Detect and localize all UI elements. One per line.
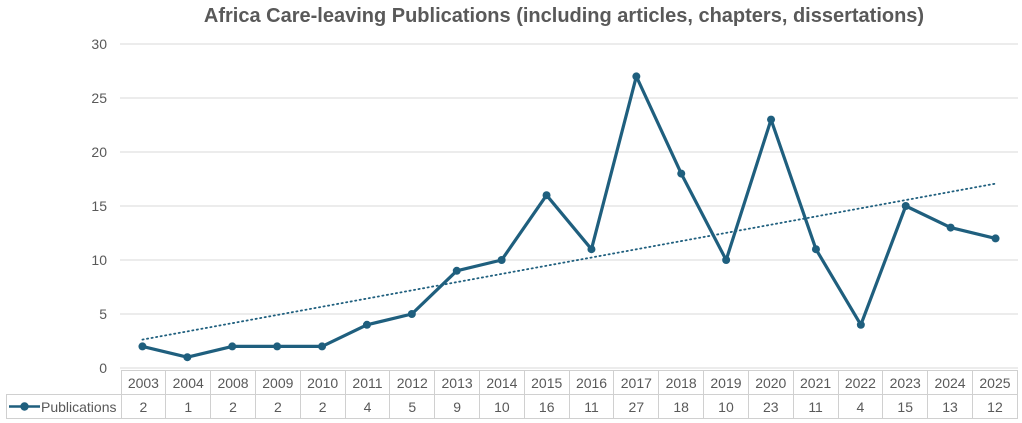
- y-axis-tick-label: 0: [99, 360, 107, 376]
- chart-title: Africa Care-leaving Publications (includ…: [203, 5, 925, 27]
- y-axis-tick-label: 30: [91, 36, 107, 52]
- year-header-cell: 2021: [792, 370, 839, 395]
- year-header-cell: 2003: [120, 370, 167, 395]
- value-cell: 2: [120, 394, 167, 419]
- value-cell: 2: [210, 394, 256, 419]
- data-point-marker: [811, 245, 820, 254]
- value-cell: 11: [568, 394, 615, 419]
- data-table: 2003 2004 2008 2009 2010 2011 2012 2013 2014 2015…: [6, 370, 1019, 419]
- legend-series-marker-icon: [9, 402, 40, 411]
- data-point-marker: [318, 342, 327, 351]
- y-axis-tick-label: 25: [91, 90, 107, 106]
- value-cell: 2: [254, 394, 301, 419]
- value-cell: 13: [927, 394, 973, 419]
- value-cell: 18: [658, 394, 705, 419]
- data-point-marker: [722, 256, 731, 264]
- legend-label: Publications: [41, 398, 117, 415]
- legend-cell: Publications: [6, 394, 122, 419]
- table-corner: [7, 371, 122, 395]
- year-header-cell: 2014: [479, 370, 525, 395]
- year-header-cell: 2018: [658, 370, 705, 395]
- data-point-marker: [946, 223, 955, 232]
- data-point-marker: [542, 191, 551, 200]
- year-header-cell: 2015: [523, 370, 570, 395]
- data-point-marker: [452, 266, 461, 275]
- data-point-marker: [497, 256, 506, 264]
- data-point-marker: [183, 353, 192, 362]
- data-point-marker: [856, 320, 865, 329]
- data-point-marker: [767, 115, 776, 124]
- value-cell: 23: [747, 394, 794, 419]
- value-cell: 12: [971, 394, 1019, 419]
- year-header-cell: 2025: [971, 370, 1019, 395]
- value-cell: 9: [434, 394, 480, 419]
- data-point-marker: [407, 310, 416, 318]
- y-axis-tick-label: 10: [91, 252, 107, 268]
- data-point-marker: [632, 72, 641, 81]
- value-cell: 11: [792, 394, 839, 419]
- year-header-cell: 2017: [613, 370, 660, 395]
- year-header-cell: 2013: [434, 370, 480, 395]
- year-header-cell: 2023: [882, 370, 929, 395]
- y-axis-tick-label: 5: [99, 306, 107, 322]
- year-header-cell: 2024: [927, 370, 973, 395]
- data-point-marker: [991, 234, 1000, 243]
- year-header-cell: 2019: [703, 370, 749, 395]
- value-cell: 2: [299, 394, 346, 419]
- data-point-marker: [362, 320, 371, 329]
- data-point-marker: [901, 202, 910, 210]
- data-point-marker: [677, 169, 686, 178]
- year-header-cell: 2010: [299, 370, 346, 395]
- publications-line: [140, 74, 998, 359]
- value-cell: 27: [613, 394, 660, 419]
- year-header-cell: 2004: [165, 370, 212, 395]
- value-cell: 5: [389, 394, 436, 419]
- year-header-cell: 2011: [344, 370, 391, 395]
- value-cell: 16: [523, 394, 570, 419]
- y-axis-tick-label: 15: [91, 198, 107, 214]
- year-header-cell: 2012: [389, 370, 436, 395]
- value-cell: 15: [882, 394, 929, 419]
- year-header-cell: 2009: [254, 370, 301, 395]
- year-header-cell: 2008: [210, 370, 256, 395]
- data-point-marker: [138, 342, 147, 351]
- value-cell: 10: [703, 394, 749, 419]
- trendline: [141, 182, 997, 341]
- year-header-cell: 2020: [747, 370, 794, 395]
- value-cell: 4: [344, 394, 391, 419]
- y-axis-tick-label: 20: [91, 144, 107, 160]
- value-cell: 10: [479, 394, 525, 419]
- year-header-cell: 2022: [837, 370, 884, 395]
- year-header-cell: 2016: [568, 370, 615, 395]
- data-point-marker: [228, 342, 237, 351]
- data-point-marker: [587, 245, 596, 254]
- data-point-marker: [273, 342, 282, 351]
- value-cell: 1: [165, 394, 212, 419]
- value-cell: 4: [837, 394, 884, 419]
